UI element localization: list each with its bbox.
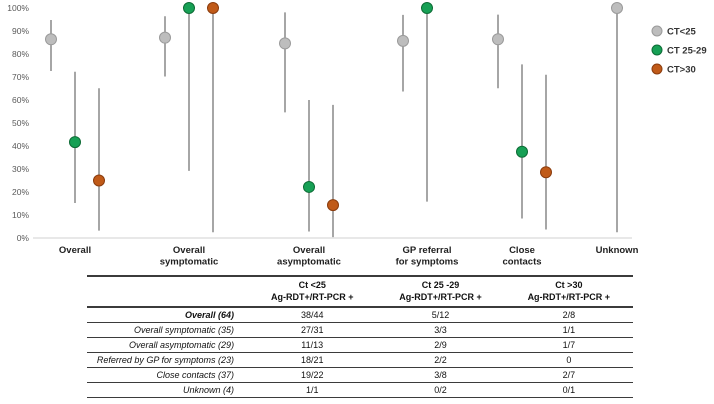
y-tick-label: 90% [12,26,29,36]
column-header-ct-range: Ct <25 [298,280,326,290]
cell-value: 19/22 [248,367,377,384]
cell-value: 0/1 [504,382,633,399]
table-row: Close contacts (37) 19/22 3/8 2/7 [87,367,633,384]
column-header: Ct 25 -29 Ag-RDT+/RT-PCR + [376,276,505,309]
cell-value: 2/2 [376,352,505,369]
row-label: Overall (64) [87,307,249,324]
results-table-container: Ct <25 Ag-RDT+/RT-PCR + Ct 25 -29 Ag-RDT+/R… [87,275,633,399]
data-point [45,33,57,46]
data-point [183,2,195,14]
data-point [303,180,315,193]
data-point [327,199,339,212]
column-header-ct-range: Ct 25 -29 [421,280,460,290]
cell-value: 2/9 [376,337,505,354]
y-tick-label: 30% [12,164,29,174]
row-label: Overall symptomatic (35) [87,322,249,339]
table-row: Referred by GP for symptoms (23) 18/21 2/2… [87,352,633,369]
x-axis-category-label: Overall [173,245,205,256]
legend-swatch-icon [651,44,663,56]
data-point [516,145,528,158]
cell-value: 38/44 [248,307,377,324]
y-tick-label: 20% [12,187,29,197]
row-label: Unknown (4) [87,382,249,399]
data-point [279,37,291,50]
x-axis-category-label: symptomatic [160,257,219,268]
cell-value: 3/3 [376,322,505,339]
y-tick-label: 50% [12,118,29,128]
cell-value: 1/1 [248,382,377,399]
row-label: Close contacts (37) [87,367,249,384]
y-tick-label: 80% [12,49,29,59]
data-point [492,33,504,46]
table-corner-cell [87,276,249,309]
column-header-test-label: Ag-RDT+/RT-PCR + [527,292,611,303]
x-axis-category-label: Overall [293,245,325,256]
data-point [611,2,623,14]
x-axis-category-label: for symptoms [396,257,459,268]
cell-value: 1/7 [504,337,633,354]
data-point [207,2,219,14]
x-axis-category-label: Unknown [596,245,639,256]
table-row: Unknown (4) 1/1 0/2 0/1 [87,382,633,399]
cell-value: 3/8 [376,367,505,384]
results-table-header: Ct <25 Ag-RDT+/RT-PCR + Ct 25 -29 Ag-RDT+/R… [87,276,633,309]
x-axis-category-label: Overall [59,245,91,256]
column-header-ct-range: Ct >30 [555,280,583,290]
table-row: Overall asymptomatic (29) 11/13 2/9 1/7 [87,337,633,354]
data-point [397,34,409,47]
column-header: Ct <25 Ag-RDT+/RT-PCR + [248,276,377,309]
x-axis-category-label: Close [509,245,535,256]
x-axis-category-label: GP referral [403,245,452,256]
legend-label: CT<25 [667,27,696,38]
row-label: Overall asymptomatic (29) [87,337,249,354]
x-axis-category-label: contacts [502,257,541,268]
data-point [93,174,105,187]
cell-value: 0 [504,352,633,369]
cell-value: 27/31 [248,322,377,339]
y-tick-label: 100% [7,3,29,13]
column-header-test-label: Ag-RDT+/RT-PCR + [270,292,354,303]
data-point [69,136,81,149]
row-label: Referred by GP for symptoms (23) [87,352,249,369]
cell-value: 0/2 [376,382,505,399]
table-row: Overall symptomatic (35) 27/31 3/3 1/1 [87,322,633,339]
cell-value: 2/8 [504,307,633,324]
sensitivity-dot-chart: 0% 10% 20% 30% 40% 50% 60% 70% 80% 90% 100% Overall… [7,2,707,268]
y-tick-label: 0% [17,233,30,243]
data-point [159,31,171,44]
results-table: Ct <25 Ag-RDT+/RT-PCR + Ct 25 -29 Ag-RDT+/R… [87,275,633,399]
column-header: Ct >30 Ag-RDT+/RT-PCR + [504,276,633,309]
cell-value: 18/21 [248,352,377,369]
cell-value: 2/7 [504,367,633,384]
table-row: Overall (64) 38/44 5/12 2/8 [87,307,633,324]
legend-swatch-icon [651,63,663,75]
data-point [540,166,552,179]
legend-swatch-icon [651,25,663,37]
cell-value: 5/12 [376,307,505,324]
y-tick-label: 70% [12,72,29,82]
y-tick-label: 40% [12,141,29,151]
chart-canvas: 0% 10% 20% 30% 40% 50% 60% 70% 80% 90% 100% Overall… [7,2,707,268]
column-header-test-label: Ag-RDT+/RT-PCR + [399,292,482,303]
y-tick-label: 60% [12,95,29,105]
y-tick-label: 10% [12,210,29,220]
x-axis-category-label: asymptomatic [277,257,341,268]
data-point [421,2,433,14]
cell-value: 11/13 [248,337,377,354]
legend-label: CT 25-29 [667,46,707,57]
legend-label: CT>30 [667,65,696,76]
cell-value: 1/1 [504,322,633,339]
